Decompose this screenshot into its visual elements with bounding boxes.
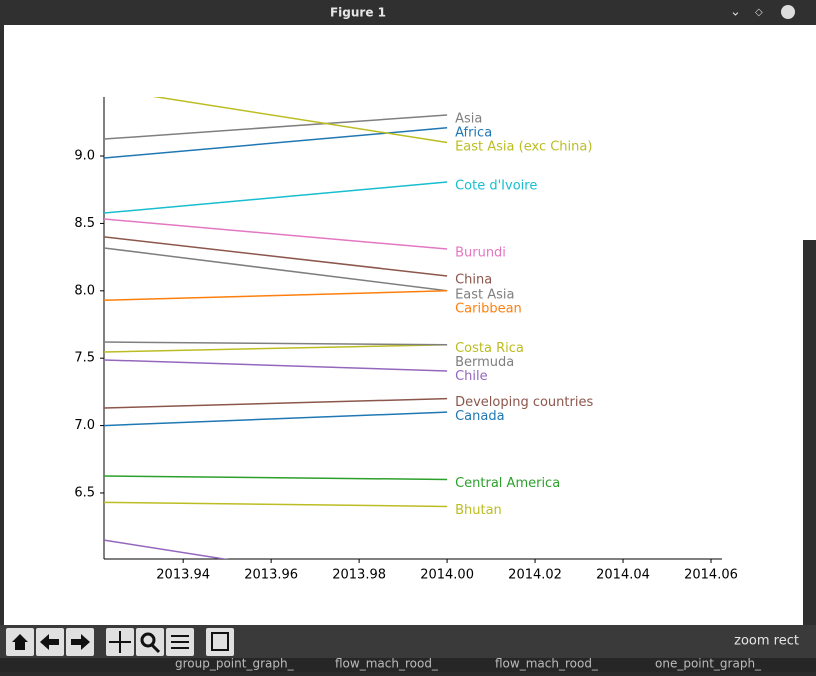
close-button[interactable]	[781, 5, 795, 19]
taskbar-items: group_point_graph_ flow_mach_rood_ flow_ma…	[175, 657, 762, 671]
series-label: Central America	[455, 476, 560, 491]
series-label: China	[455, 272, 492, 287]
taskbar-item: one_point_graph_	[655, 657, 762, 671]
lines	[104, 97, 448, 559]
series-label: Chile	[455, 369, 488, 384]
series-line	[104, 475, 448, 481]
minimize-button[interactable]: ⌄	[730, 5, 741, 20]
window-title: Figure 1	[330, 6, 386, 20]
save-icon	[211, 632, 229, 651]
series-line	[152, 97, 448, 144]
series-label: East Asia	[455, 287, 514, 302]
plot: 6.5 7.0 7.5 8.0 8.5 9.0 2013.94 2013.96 2013.98 2…	[74, 97, 738, 583]
status-text: zoom rect	[734, 634, 799, 649]
x-tick-label: 2013.96	[244, 568, 298, 583]
series-line	[104, 341, 448, 346]
series-line	[104, 501, 448, 508]
y-tick-label: 8.5	[74, 216, 95, 231]
series-line	[104, 539, 229, 559]
configure-icon	[171, 635, 189, 649]
taskbar-item: group_point_graph_	[175, 657, 295, 671]
series-label: Cote d'Ivoire	[455, 179, 537, 194]
series-line	[104, 114, 448, 140]
series-label: Costa Rica	[455, 341, 524, 356]
series-line	[104, 126, 448, 159]
zoom-icon	[140, 632, 156, 648]
x-tick-label: 2013.98	[332, 568, 386, 583]
series-line	[104, 247, 448, 292]
series-label: Caribbean	[455, 301, 522, 316]
series-label: East Asia (exc China)	[455, 140, 592, 155]
x-tick-label: 2014.06	[684, 568, 738, 583]
series-line	[104, 181, 448, 214]
series-line	[104, 359, 448, 372]
x-tick-label: 2014.00	[420, 568, 474, 583]
zoom-button[interactable]	[136, 628, 164, 656]
series-label: Canada	[455, 409, 504, 424]
y-tick-label: 8.0	[74, 283, 95, 298]
zoom-icon-handle	[150, 643, 161, 654]
series-line	[104, 290, 448, 301]
back-icon	[40, 634, 59, 650]
forward-icon	[71, 634, 90, 650]
maximize-button[interactable]: ◇	[755, 7, 763, 18]
x-tick-label: 2014.02	[508, 568, 562, 583]
toolbar-buttons	[6, 628, 234, 656]
pan-icon	[109, 631, 131, 653]
taskbar	[0, 658, 816, 672]
side-window	[803, 25, 816, 240]
series-label: Africa	[455, 126, 492, 141]
series-label: Bermuda	[455, 355, 514, 370]
series-label: Burundi	[455, 246, 506, 261]
x-tick-label: 2013.94	[156, 568, 210, 583]
taskbar-item: flow_mach_rood_	[495, 657, 599, 671]
y-tick-label: 7.5	[74, 351, 95, 366]
series-line	[104, 218, 448, 250]
series-label: Developing countries	[455, 395, 593, 410]
y-tick-label: 6.5	[74, 485, 95, 500]
series-label: Asia	[455, 112, 482, 127]
series-line	[104, 236, 448, 277]
y-tick-label: 7.0	[74, 418, 95, 433]
figure-canvas	[4, 25, 803, 625]
series-line	[104, 411, 448, 427]
series-line	[104, 397, 448, 409]
y-tick-label: 9.0	[74, 149, 95, 164]
series-line	[104, 343, 448, 353]
x-tick-label: 2014.04	[596, 568, 650, 583]
taskbar-item: flow_mach_rood_	[335, 657, 439, 671]
title-bar	[0, 0, 816, 25]
series-label: Bhutan	[455, 503, 502, 518]
home-icon	[12, 634, 28, 650]
